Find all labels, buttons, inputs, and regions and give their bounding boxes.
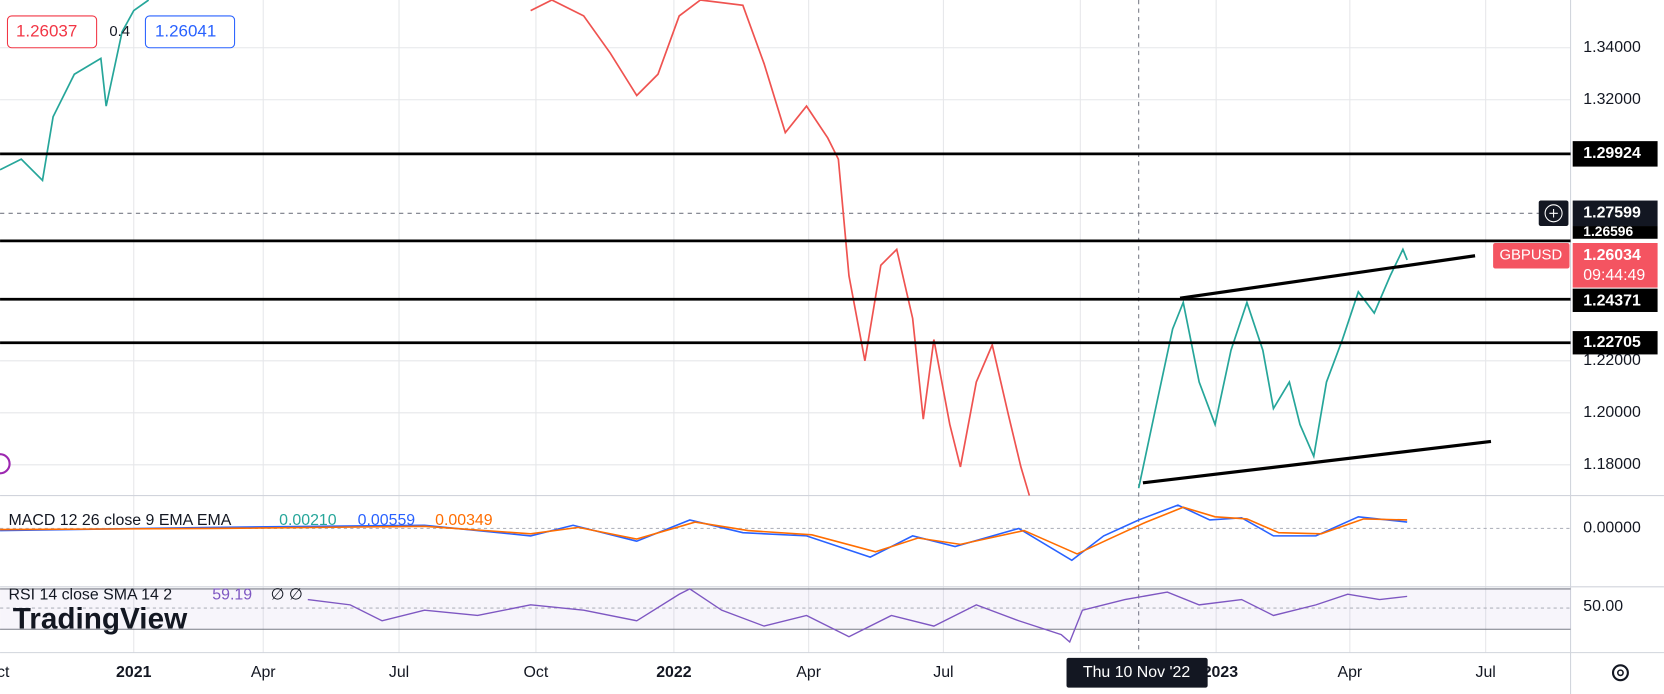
symbol-label: GBPUSD xyxy=(1499,248,1562,264)
level-label-bg xyxy=(1572,226,1658,239)
price-tick: 1.32000 xyxy=(1583,91,1641,108)
logo: TradingView xyxy=(13,603,188,636)
time-label: 2023 xyxy=(1203,664,1239,681)
crosshair-time: Thu 10 Nov '22 xyxy=(1083,664,1191,681)
price-line xyxy=(1137,247,1408,489)
time-label: Oct xyxy=(524,664,549,681)
time-label: Apr xyxy=(251,664,276,681)
price-tick: 1.22000 xyxy=(1583,352,1641,369)
macd-line xyxy=(0,504,1408,562)
last-price: 1.26034 xyxy=(1583,247,1641,264)
time-label: Jul xyxy=(389,664,409,681)
price-tick: 1.18000 xyxy=(1583,456,1641,473)
time-label: ct xyxy=(0,664,10,681)
level-label-bg xyxy=(1572,141,1658,167)
signal-line xyxy=(0,506,1408,555)
level-label: 1.24371 xyxy=(1583,293,1641,310)
symbol-label-bg xyxy=(1493,243,1570,269)
crosshair-label-bg xyxy=(1572,200,1658,227)
add-icon xyxy=(1549,209,1558,218)
rsi-line xyxy=(307,588,1408,644)
marker xyxy=(0,453,11,475)
crosshair-time-bg xyxy=(1066,657,1208,688)
last-price-bg xyxy=(1572,243,1658,288)
bid-box[interactable] xyxy=(6,15,98,49)
rsi-value: 59.19 xyxy=(212,587,252,604)
price-line xyxy=(530,0,1031,496)
macd-title: MACD 12 26 close 9 EMA EMA xyxy=(9,512,232,529)
macd-histogram-value: 0.00210 xyxy=(279,512,337,529)
macd-signal-value: 0.00349 xyxy=(435,512,493,529)
grid xyxy=(0,0,1571,653)
trend-line xyxy=(1179,254,1476,300)
macd-value: 0.00559 xyxy=(358,512,416,529)
price-tick: 1.20000 xyxy=(1583,404,1641,421)
time-label: 2022 xyxy=(656,664,692,681)
add-icon xyxy=(1544,204,1563,223)
rsi-band xyxy=(0,588,1571,630)
rsi-title: RSI 14 close SMA 14 2 xyxy=(9,587,173,604)
time-label: Jul xyxy=(1476,664,1496,681)
bid: 1.26037 xyxy=(16,21,77,40)
price-tick: 1.34000 xyxy=(1583,39,1641,56)
level-label-bg xyxy=(1572,288,1658,312)
time-label: Apr xyxy=(796,664,821,681)
trend-line xyxy=(1142,439,1492,485)
rsi-extra: ∅ ∅ xyxy=(271,587,303,604)
macd-axis-tick: 0.00000 xyxy=(1583,520,1641,537)
level-label-bg xyxy=(1572,331,1658,355)
rsi-axis-tick: 50.00 xyxy=(1583,598,1623,615)
price-line xyxy=(0,0,150,183)
time-label: Jul xyxy=(933,664,953,681)
level-label: 1.22705 xyxy=(1583,334,1641,351)
level-label: 1.29924 xyxy=(1583,145,1641,162)
ask-box[interactable] xyxy=(144,15,236,49)
level-label: 1.26596 xyxy=(1583,224,1633,239)
ask: 1.26041 xyxy=(155,21,216,40)
time-label: 2021 xyxy=(116,664,152,681)
countdown: 09:44:49 xyxy=(1583,267,1645,284)
spread: 0.4 xyxy=(109,24,130,40)
crosshair-price: 1.27599 xyxy=(1583,204,1641,221)
settings-icon[interactable] xyxy=(1611,664,1629,682)
time-label: Apr xyxy=(1337,664,1362,681)
